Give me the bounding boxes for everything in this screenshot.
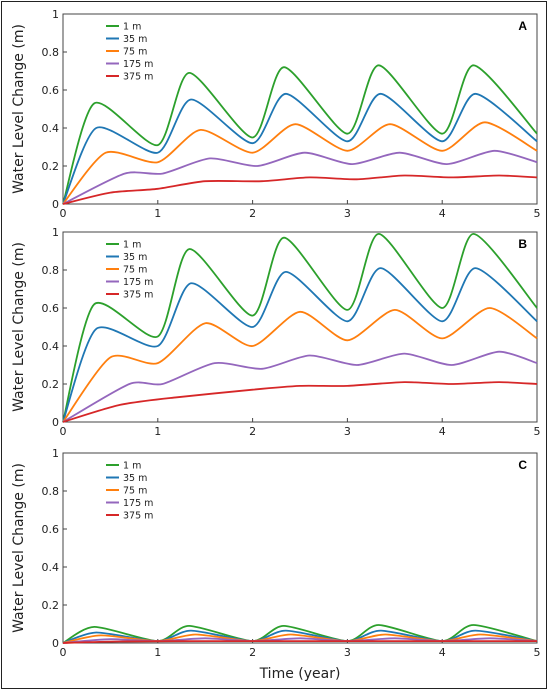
- x-axis-label: Time (year): [259, 666, 341, 682]
- y-tick-label: 1: [52, 447, 59, 460]
- y-tick-label: 0.6: [42, 84, 60, 97]
- legend-label: 375 m: [123, 290, 153, 301]
- series-line-75m: [62, 121, 538, 205]
- panel-C: 0 1 2 3 4 5 0 0.2 0.4 0.6 0.8 1 Water Level Change (…: [11, 447, 541, 682]
- legend-label: 35 m: [123, 473, 147, 484]
- y-tick-label: 0.6: [42, 523, 60, 536]
- plot-area: [62, 13, 538, 205]
- x-tick-label: 1: [154, 425, 161, 438]
- legend-label: 1 m: [123, 461, 141, 472]
- x-tick-label: 5: [534, 646, 541, 659]
- y-tick-label: 0: [52, 198, 59, 211]
- legend-label: 75 m: [123, 47, 147, 58]
- x-tick-label: 0: [60, 207, 67, 220]
- legend-label: 75 m: [123, 486, 147, 497]
- legend-label: 175 m: [123, 59, 153, 70]
- legend-label: 375 m: [123, 72, 153, 83]
- y-tick-label: 0.8: [42, 46, 60, 59]
- y-tick-label: 0.2: [42, 160, 60, 173]
- series-line-1m: [62, 64, 538, 205]
- panel-label: A: [518, 19, 527, 33]
- y-axis-label: Water Level Change (m): [11, 242, 27, 412]
- legend-label: 175 m: [123, 277, 153, 288]
- legend-label: 75 m: [123, 265, 147, 276]
- plot-area: [62, 452, 538, 644]
- y-tick-label: 0.2: [42, 599, 60, 612]
- y-tick-label: 0.4: [42, 122, 60, 135]
- panel-B: 0 1 2 3 4 5 0 0.2 0.4 0.6 0.8 1 Water Level Change (…: [11, 226, 541, 438]
- y-axis-label: Water Level Change (m): [11, 24, 27, 194]
- legend-label: 175 m: [123, 498, 153, 509]
- x-tick-label: 1: [154, 646, 161, 659]
- series-line-35m: [62, 267, 538, 423]
- panel-A: 0 1 2 3 4 5 0 0.2 0.4 0.6 0.8 1 Water Level Change (…: [11, 8, 541, 220]
- x-tick-label: 2: [249, 425, 256, 438]
- legend-label: 1 m: [123, 240, 141, 251]
- series-line-375m: [62, 381, 538, 423]
- y-tick-label: 0.4: [42, 561, 60, 574]
- series-line-175m: [62, 350, 538, 423]
- series-line-1m: [62, 232, 538, 423]
- x-tick-label: 3: [344, 646, 351, 659]
- plot-area: [62, 231, 538, 423]
- series-line-1m: [62, 624, 538, 644]
- legend-label: 35 m: [123, 252, 147, 263]
- y-tick-label: 1: [52, 226, 59, 239]
- x-tick-label: 5: [534, 207, 541, 220]
- y-tick-label: 0.8: [42, 264, 60, 277]
- legend-label: 1 m: [123, 22, 141, 33]
- series-line-75m: [62, 307, 538, 423]
- y-tick-label: 1: [52, 8, 59, 21]
- y-tick-label: 0.4: [42, 340, 60, 353]
- panel-label: B: [518, 237, 527, 251]
- y-axis-label: Water Level Change (m): [11, 463, 27, 633]
- x-tick-label: 3: [344, 425, 351, 438]
- x-tick-label: 2: [249, 207, 256, 220]
- x-tick-label: 2: [249, 646, 256, 659]
- x-tick-label: 5: [534, 425, 541, 438]
- x-tick-label: 1: [154, 207, 161, 220]
- x-tick-label: 4: [439, 646, 446, 659]
- x-tick-label: 0: [60, 425, 67, 438]
- legend-label: 375 m: [123, 511, 153, 522]
- series-line-375m: [62, 174, 538, 205]
- y-tick-label: 0: [52, 637, 59, 650]
- series-line-175m: [62, 149, 538, 205]
- y-tick-label: 0.8: [42, 485, 60, 498]
- x-tick-label: 4: [439, 425, 446, 438]
- y-tick-label: 0.2: [42, 378, 60, 391]
- y-tick-label: 0: [52, 416, 59, 429]
- legend-label: 35 m: [123, 34, 147, 45]
- x-tick-label: 3: [344, 207, 351, 220]
- x-tick-label: 4: [439, 207, 446, 220]
- series-line-375m: [62, 640, 537, 644]
- panel-label: C: [518, 458, 527, 472]
- series-line-35m: [62, 92, 538, 205]
- y-tick-label: 0.6: [42, 302, 60, 315]
- x-tick-label: 0: [60, 646, 67, 659]
